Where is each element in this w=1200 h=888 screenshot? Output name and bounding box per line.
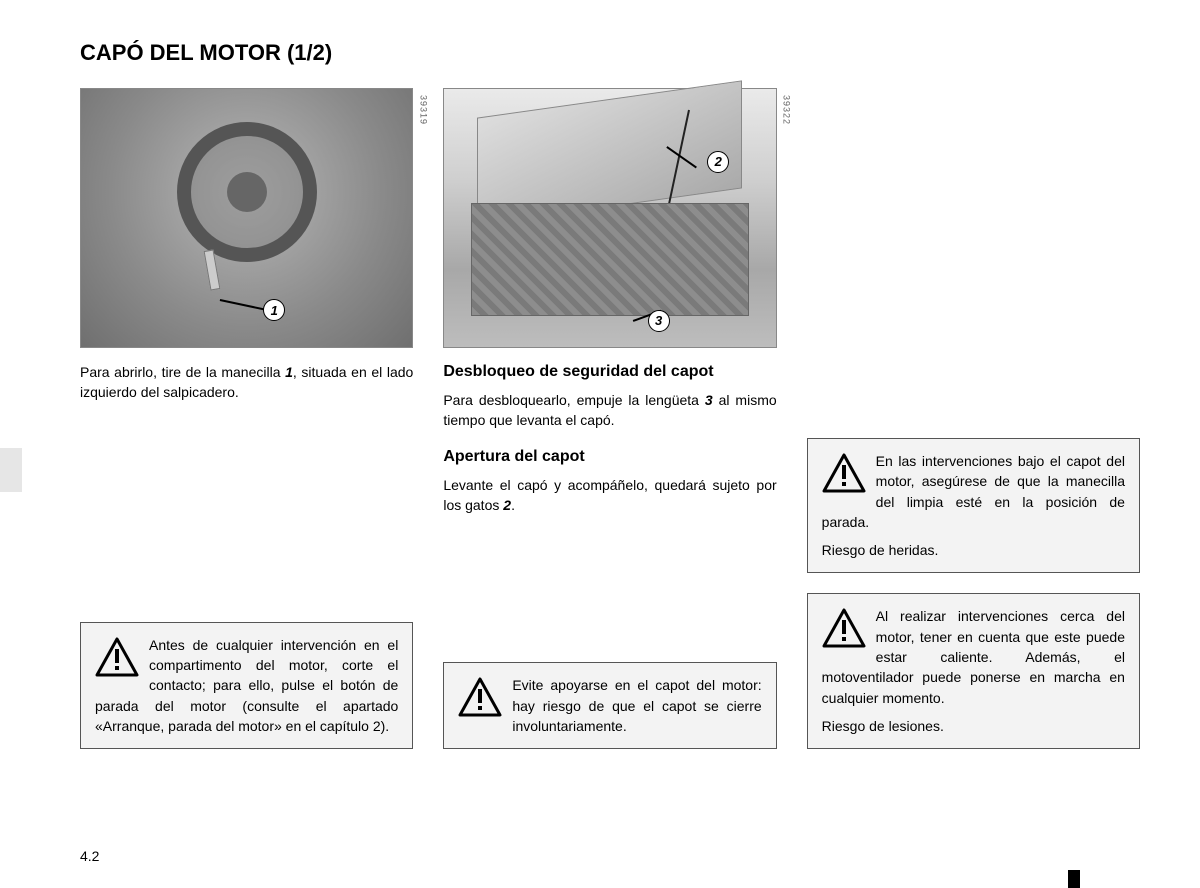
page-tab [0, 448, 22, 492]
warn-text: Al realizar intervenciones cerca del mot… [822, 606, 1125, 707]
ref-2: 2 [503, 497, 511, 513]
txt: . [511, 497, 515, 513]
page-title: CAPÓ DEL MOTOR (1/2) [80, 40, 1140, 66]
steering-wheel-shape [177, 122, 317, 262]
warning-icon [458, 677, 502, 717]
heading-unlock: Desbloqueo de seguridad del capot [443, 362, 776, 382]
spacer [443, 531, 776, 662]
heading-open: Apertura del capot [443, 447, 776, 467]
col2-p2: Levante el capó y acompáñelo, quedará su… [443, 475, 776, 516]
column-2: 39322 2 3 Desbloqueo de seguridad del ca… [443, 88, 776, 769]
spacer-top [807, 88, 1140, 438]
warning-icon [822, 608, 866, 648]
warn-text: Riesgo de heridas. [822, 540, 1125, 560]
ref-1: 1 [285, 364, 293, 380]
warn-text: Antes de cualquier intervención en el co… [95, 635, 398, 736]
leader-line-1 [220, 299, 269, 311]
figure-id-1: 39319 [418, 95, 428, 125]
ref-3: 3 [705, 392, 713, 408]
warning-box-col2: Evite apoyarse en el capot del motor: ha… [443, 662, 776, 749]
callout-3: 3 [648, 310, 670, 332]
warning-box-col3-a: En las intervenciones bajo el capot del … [807, 438, 1140, 573]
txt: Levante el capó y acompáñelo, quedará su… [443, 477, 776, 513]
manual-page: CAPÓ DEL MOTOR (1/2) 39319 1 Para abrirl… [0, 0, 1200, 789]
figure-id-2: 39322 [782, 95, 792, 125]
column-1: 39319 1 Para abrirlo, tire de la manecil… [80, 88, 413, 769]
figure-interior: 39319 1 [80, 88, 413, 348]
warning-box-col3-b: Al realizar intervenciones cerca del mot… [807, 593, 1140, 749]
txt: Para desbloquearlo, empuje la lengüeta [443, 392, 705, 408]
footer-mark [1068, 870, 1080, 888]
warn-text: Evite apoyarse en el capot del motor: ha… [458, 675, 761, 736]
columns: 39319 1 Para abrirlo, tire de la manecil… [80, 88, 1140, 769]
warning-icon [822, 453, 866, 493]
warning-icon [95, 637, 139, 677]
column-3: En las intervenciones bajo el capot del … [807, 88, 1140, 769]
engine-bay-shape [471, 203, 749, 317]
figure-engine: 39322 2 3 [443, 88, 776, 348]
warn-text: Riesgo de lesiones. [822, 716, 1125, 736]
spacer [80, 419, 413, 622]
title-sub: (1/2) [287, 40, 332, 65]
sketch-interior [81, 89, 412, 347]
warning-box-col1: Antes de cualquier intervención en el co… [80, 622, 413, 749]
page-number: 4.2 [80, 848, 99, 864]
col2-p1: Para desbloquearlo, empuje la lengüeta 3… [443, 390, 776, 431]
col1-paragraph: Para abrirlo, tire de la manecilla 1, si… [80, 362, 413, 403]
title-main: CAPÓ DEL MOTOR [80, 40, 287, 65]
sketch-engine [444, 89, 775, 347]
txt: Para abrirlo, tire de la manecilla [80, 364, 285, 380]
warn-text: En las intervenciones bajo el capot del … [822, 451, 1125, 532]
